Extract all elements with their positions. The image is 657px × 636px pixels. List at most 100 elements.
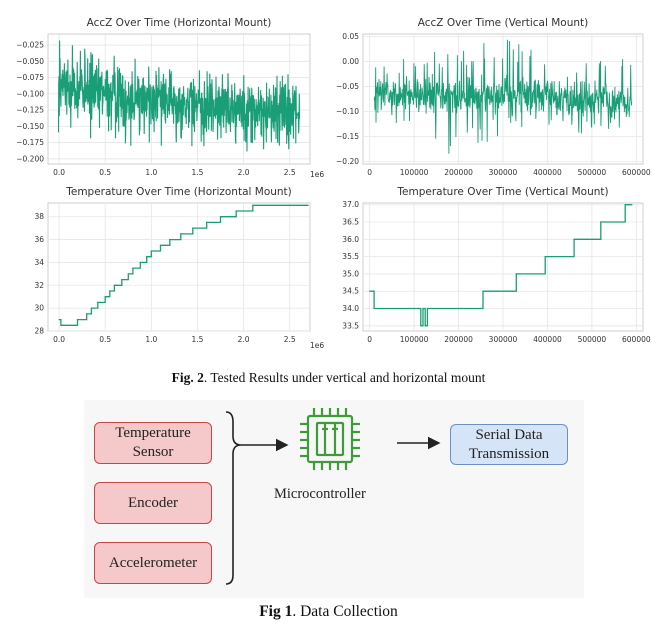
temp-v-data-point xyxy=(373,307,375,310)
acc-v-x-tick-label: 200000 xyxy=(444,168,473,177)
acc-h-y-tick-label: −0.050 xyxy=(16,57,44,66)
acc-v-x-tick-label: 0 xyxy=(367,168,372,177)
acc-v-x-tick-label: 600000 xyxy=(622,168,651,177)
acc-h-y-tick-label: −0.025 xyxy=(16,41,44,50)
temp-h-y-tick-label: 38 xyxy=(34,212,44,221)
chart-acc-horizontal-svg: AccZ Over Time (Horizontal Mount) 0.0 0.5 1… xyxy=(16,17,324,179)
temp-v-x-tick-label: 500000 xyxy=(578,335,607,344)
acc-v-x-tick-label: 300000 xyxy=(489,168,518,177)
temp-v-data-point xyxy=(420,325,422,327)
temp-h-y-tick-label: 34 xyxy=(34,258,44,267)
temp-h-plot-area xyxy=(47,202,311,332)
temp-v-x-tick-label: 400000 xyxy=(533,335,562,344)
temp-h-data-point xyxy=(127,273,129,275)
temp-h-data-point xyxy=(104,296,106,298)
temp-h-data-point xyxy=(132,267,134,269)
temp-v-y-tick-label: 35.5 xyxy=(342,252,359,261)
acc-v-y-tick-label: −0.15 xyxy=(336,132,359,141)
temp-h-data-point xyxy=(90,307,92,309)
acc-v-y-tick-label: 0.00 xyxy=(342,57,359,66)
temp-v-x-tick-label: 600000 xyxy=(622,335,651,344)
accelerometer-box: Accelerometer xyxy=(94,542,212,584)
data-collection-diagram: Temperature Sensor Encoder Accelerometer xyxy=(84,400,584,598)
temp-h-x-tick-label: 2.0 xyxy=(238,335,250,344)
microcontroller-label: Microcontroller xyxy=(274,486,366,502)
encoder-box: Encoder xyxy=(94,482,212,524)
temp-v-data-point xyxy=(544,256,546,258)
temp-h-data-point xyxy=(76,319,79,321)
temp-v-data-point xyxy=(573,238,575,240)
chart-temp-vertical: Temperature Over Time (Vertical Mount) 0 1… xyxy=(325,185,657,355)
fig1-caption-label: Fig 1 xyxy=(259,603,293,620)
temp-h-data-point xyxy=(86,313,88,315)
temp-h-data-point xyxy=(121,279,123,281)
temp-h-data-point xyxy=(252,204,254,206)
fig1-caption: Fig 1. Data Collection xyxy=(0,603,657,621)
chart-acc-horizontal: AccZ Over Time (Horizontal Mount) 0.0 0.5 1… xyxy=(0,10,325,185)
temp-h-data-point xyxy=(58,319,60,321)
temp-h-data-point xyxy=(159,244,162,246)
fig2-caption: Fig. 2. Tested Results under vertical an… xyxy=(0,370,657,386)
temp-h-title: Temperature Over Time (Horizontal Mount) xyxy=(65,186,292,198)
temp-v-data-point xyxy=(482,290,484,292)
acc-v-y-tick-label: −0.05 xyxy=(336,82,359,91)
acc-h-x-tick-label: 0.5 xyxy=(99,168,111,177)
temp-v-y-tick-label: 36.5 xyxy=(342,218,359,227)
temp-h-y-tick-label: 30 xyxy=(34,304,44,313)
chart-acc-vertical-svg: AccZ Over Time (Vertical Mount) 0 100000 20… xyxy=(336,17,651,177)
temperature-sensor-label: Temperature Sensor xyxy=(115,425,191,460)
temp-v-data-point xyxy=(631,204,633,206)
temp-h-data-point xyxy=(139,261,141,263)
acc-h-x-tick-label: 0.0 xyxy=(53,168,65,177)
acc-v-y-tick-label: −0.20 xyxy=(336,157,359,166)
temp-h-x-tick-label: 0.0 xyxy=(53,335,65,344)
temp-h-data-point xyxy=(180,233,182,235)
fig2-caption-text: . Tested Results under vertical and hori… xyxy=(203,370,486,385)
temp-v-data-point xyxy=(624,204,626,206)
encoder-label: Encoder xyxy=(128,494,178,511)
temp-v-data-point xyxy=(369,290,371,292)
temp-v-y-tick-label: 37.0 xyxy=(342,200,359,209)
temp-h-data-point xyxy=(109,290,111,292)
acc-v-x-tick-label: 400000 xyxy=(533,168,562,177)
acc-h-y-tick-label: −0.125 xyxy=(16,106,44,115)
acc-h-y-tick-label: −0.100 xyxy=(16,89,44,98)
acc-v-y-tick-label: 0.05 xyxy=(342,32,359,41)
temp-h-data-point xyxy=(60,324,62,326)
chart-temp-vertical-svg: Temperature Over Time (Vertical Mount) 0 1… xyxy=(342,186,651,344)
temp-h-data-point xyxy=(270,204,272,206)
temp-v-y-tick-label: 34.0 xyxy=(342,304,359,313)
temp-h-x-tick-label: 1.0 xyxy=(145,335,157,344)
acc-h-x-tick-label: 1.0 xyxy=(145,168,157,177)
acc-v-title: AccZ Over Time (Vertical Mount) xyxy=(418,17,588,29)
chart-temp-horizontal-svg: Temperature Over Time (Horizontal Mount)… xyxy=(34,186,324,350)
temp-v-y-tick-label: 35.0 xyxy=(342,269,359,278)
temp-v-y-tick-label: 33.5 xyxy=(342,321,359,330)
acc-h-y-tick-label: −0.075 xyxy=(16,73,44,82)
acc-h-x-tick-label: 2.0 xyxy=(238,168,250,177)
temp-h-data-point xyxy=(146,256,148,258)
temp-v-series-line xyxy=(369,204,632,327)
acc-h-y-tick-label: −0.200 xyxy=(16,154,44,163)
temp-h-data-point xyxy=(289,204,291,206)
diagram-connectors xyxy=(225,408,441,585)
temp-h-series-line xyxy=(59,204,309,326)
temp-h-data-point xyxy=(150,250,152,252)
acc-v-series-line xyxy=(373,39,633,154)
acc-v-y-tick-label: −0.10 xyxy=(336,107,359,116)
temp-v-y-tick-label: 36.0 xyxy=(342,235,359,244)
acc-h-x-offset-label: 1e6 xyxy=(310,170,324,179)
serial-transmission-label: Serial Data Transmission xyxy=(468,426,550,462)
fig1-caption-text: . Data Collection xyxy=(292,603,398,620)
merge-bracket xyxy=(225,411,242,585)
temp-h-x-offset-label: 1e6 xyxy=(310,341,324,350)
chart-acc-vertical: AccZ Over Time (Vertical Mount) 0 100000 20… xyxy=(325,10,657,185)
temp-v-data-point xyxy=(426,307,428,310)
acc-v-x-tick-label: 100000 xyxy=(400,168,429,177)
temp-v-y-tick-label: 34.5 xyxy=(342,287,359,296)
temp-h-x-tick-label: 0.5 xyxy=(99,335,111,344)
temp-h-x-tick-label: 2.5 xyxy=(284,335,296,344)
temp-h-y-tick-label: 36 xyxy=(34,235,44,244)
temp-h-y-tick-label: 32 xyxy=(34,281,44,290)
accelerometer-label: Accelerometer xyxy=(108,554,198,571)
